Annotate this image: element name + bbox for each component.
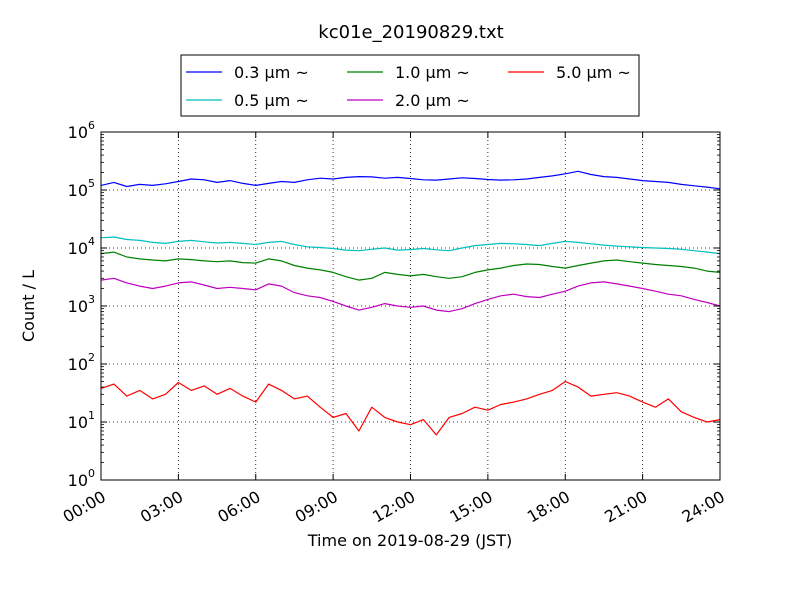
legend: 0.3 μm ~ 0.5 μm ~ 1.0 μm ~ 2.0 μm ~ 5.0 μm ~ bbox=[180, 54, 640, 117]
legend-label: 2.0 μm ~ bbox=[395, 91, 470, 110]
y-tick-label: 104 bbox=[68, 235, 95, 258]
legend-label: 0.5 μm ~ bbox=[234, 91, 309, 110]
x-tick-label: 24:00 bbox=[679, 487, 728, 527]
y-tick-label: 102 bbox=[68, 351, 95, 374]
x-tick-label: 06:00 bbox=[214, 487, 263, 527]
legend-label: 0.3 μm ~ bbox=[234, 63, 309, 82]
y-tick-label: 106 bbox=[68, 119, 95, 142]
x-tick-label: 21:00 bbox=[601, 487, 650, 527]
x-tick-label: 15:00 bbox=[446, 487, 495, 527]
legend-items: 0.3 μm ~ 0.5 μm ~ 1.0 μm ~ 2.0 μm ~ 5.0 μm ~ bbox=[186, 63, 631, 110]
x-tick-label: 09:00 bbox=[292, 487, 341, 527]
legend-label: 5.0 μm ~ bbox=[556, 63, 631, 82]
grid-lines bbox=[101, 132, 720, 480]
series-line-1-0-m bbox=[100, 251, 721, 281]
x-axis: 00:00 03:00 06:00 09:00 12:00 15:00 18:00 21:00… bbox=[60, 132, 728, 527]
series-line-0-5-m bbox=[100, 236, 721, 255]
series-line-0-3-m bbox=[100, 170, 721, 190]
y-tick-label: 101 bbox=[68, 409, 95, 432]
x-tick-label: 00:00 bbox=[60, 487, 109, 527]
x-tick-label: 12:00 bbox=[369, 487, 418, 527]
chart-title: kc01e_20190829.txt bbox=[318, 22, 503, 43]
series-line-5-0-m bbox=[100, 380, 721, 436]
legend-label: 1.0 μm ~ bbox=[395, 63, 470, 82]
y-tick-label: 105 bbox=[68, 177, 95, 200]
x-tick-label: 18:00 bbox=[524, 487, 573, 527]
x-tick-label: 03:00 bbox=[137, 487, 186, 527]
plot-lines bbox=[100, 170, 721, 436]
y-tick-label: 103 bbox=[68, 293, 95, 316]
y-tick-label: 100 bbox=[68, 467, 95, 490]
y-axis-label: Count / L bbox=[19, 270, 38, 342]
y-axis: 100 101 102 103 104 105 106 bbox=[68, 119, 720, 490]
legend-box bbox=[180, 54, 640, 117]
x-axis-label: Time on 2019-08-29 (JST) bbox=[307, 531, 512, 550]
series-line-2-0-m bbox=[100, 277, 721, 313]
